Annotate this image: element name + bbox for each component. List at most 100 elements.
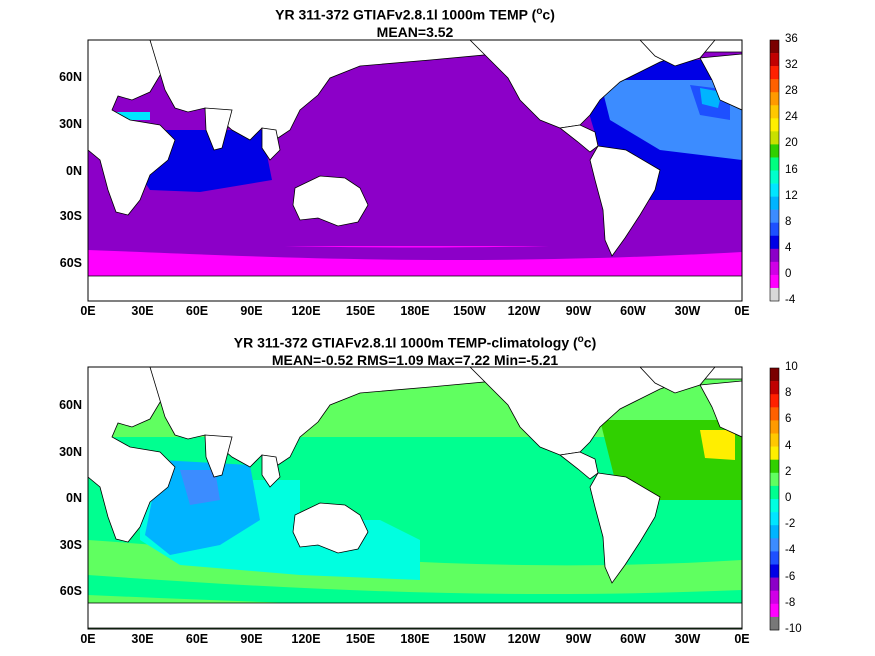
p2-colorbar-swatch (770, 616, 779, 631)
p2-colorbar-swatch (770, 446, 779, 460)
p2-colorbar-swatch (770, 368, 779, 382)
p1-xtick-2: 60E (185, 304, 209, 318)
p1-colorbar-swatch (770, 79, 779, 93)
p1-colorbar-label: 20 (785, 137, 798, 150)
p1-colorbar-label: 12 (785, 189, 798, 202)
p2-colorbar-swatch (770, 538, 779, 552)
p2-xtick-12: 0E (734, 632, 750, 646)
p1-ytick-60n: 60N (59, 70, 82, 84)
p2-colorbar-label: -2 (785, 518, 796, 531)
panel1-title: YR 311-372 GTIAFv2.8.1l 1000m TEMP (oc) … (275, 6, 555, 40)
p1-ytick-30n: 30N (59, 117, 82, 131)
panel1-colorbar (769, 39, 780, 302)
p1-colorbar-label: 24 (785, 111, 798, 124)
p1-ytick-60s: 60S (59, 256, 82, 270)
p2-colorbar-label: 8 (785, 387, 792, 400)
p1-colorbar-swatch (770, 92, 779, 106)
panel2-title: YR 311-372 GTIAFv2.8.1l 1000m TEMP-clima… (233, 334, 597, 368)
p1-ytick-30s: 30S (59, 209, 82, 223)
p2-xtick-7: 150W (453, 632, 486, 646)
p1-colorbar-label: -4 (785, 294, 796, 306)
p1-xtick-3: 90E (240, 304, 263, 318)
p2-colorbar-swatch (770, 459, 779, 474)
p2-ytick-60s: 60S (59, 584, 82, 598)
p1-xtick-11: 30W (674, 304, 701, 318)
p2-colorbar-swatch (770, 603, 779, 618)
p1-colorbar-label: 16 (785, 163, 798, 176)
p1-colorbar-swatch (770, 183, 779, 197)
p1-colorbar-swatch (770, 261, 779, 276)
p1-colorbar-swatch (770, 222, 779, 237)
p1-colorbar-swatch (770, 274, 779, 289)
p1-colorbar-swatch (770, 105, 779, 119)
p2-ytick-30s: 30S (59, 538, 82, 552)
p2-colorbar-swatch (770, 394, 779, 408)
p1-colorbar-label: 0 (785, 267, 792, 280)
p1-colorbar-swatch (770, 157, 779, 171)
p2-xtick-8: 120W (507, 632, 541, 646)
p2-colorbar-swatch (770, 420, 779, 434)
panel1-mean: MEAN=3.52 (376, 23, 454, 40)
panel2-frame (87, 366, 743, 630)
p2-colorbar-swatch (770, 590, 779, 605)
p2-colorbar-swatch (770, 485, 779, 500)
p2-colorbar-label: -6 (785, 570, 796, 583)
p2-colorbar-label: -10 (785, 623, 802, 635)
p2-colorbar-swatch (770, 564, 779, 578)
p2-colorbar-label: 10 (785, 361, 798, 373)
p2-xtick-9: 90W (565, 632, 592, 646)
p1-colorbar-swatch (770, 118, 779, 132)
p1-colorbar-label: 8 (785, 215, 792, 228)
p1-colorbar-swatch (770, 144, 779, 158)
p1-colorbar-swatch (770, 40, 779, 54)
p1-colorbar-swatch (770, 53, 779, 67)
p2-colorbar-swatch (770, 407, 779, 421)
p1-xtick-4: 120E (291, 304, 321, 318)
p1-colorbar-label: 36 (785, 33, 798, 45)
panel2-map (88, 367, 742, 629)
p2-xtick-0: 0E (80, 632, 96, 646)
p2-colorbar-swatch (770, 499, 779, 513)
p1-xtick-12: 0E (734, 304, 750, 318)
p2-xtick-3: 90E (240, 632, 263, 646)
p1-xtick-8: 120W (507, 304, 541, 318)
p1-colorbar-swatch (770, 196, 779, 210)
p2-xtick-1: 30E (131, 632, 154, 646)
panel1-frame (87, 39, 743, 302)
p2-colorbar-swatch (770, 433, 779, 447)
panel1-map (88, 40, 742, 301)
p1-xtick-7: 150W (453, 304, 486, 318)
p1-xtick-1: 30E (131, 304, 154, 318)
p1-colorbar-swatch (770, 248, 779, 263)
p1-colorbar-label: 4 (785, 241, 792, 254)
p1-colorbar-label: 28 (785, 85, 798, 98)
p1-colorbar-swatch (770, 209, 779, 223)
p1-ytick-0n: 0N (66, 164, 82, 178)
p2-ytick-30n: 30N (59, 445, 82, 459)
p1-xtick-5: 150E (345, 304, 376, 318)
p2-colorbar-label: 4 (785, 439, 792, 452)
panel2-stats: MEAN=-0.52 RMS=1.09 Max=7.22 Min=-5.21 (271, 351, 559, 368)
p2-xtick-10: 60W (620, 632, 646, 646)
p2-colorbar-label: -8 (785, 596, 796, 609)
p1-colorbar-swatch (770, 235, 779, 250)
p2-xtick-11: 30W (674, 632, 701, 646)
p2-ytick-0n: 0N (66, 491, 82, 505)
p2-colorbar-label: -4 (785, 544, 796, 557)
p1-xtick-0: 0E (80, 304, 96, 318)
p2-colorbar-label: 2 (785, 465, 792, 478)
p2-xtick-4: 120E (291, 632, 321, 646)
p1-colorbar-swatch (770, 66, 779, 80)
p1-colorbar-swatch (770, 170, 779, 184)
p2-colorbar-swatch (770, 551, 779, 565)
p2-colorbar-swatch (770, 525, 779, 539)
p2-colorbar-swatch (770, 381, 779, 395)
p1-colorbar-label: 32 (785, 59, 798, 72)
p2-xtick-2: 60E (185, 632, 209, 646)
p1-colorbar-swatch (770, 287, 779, 302)
p1-xtick-10: 60W (620, 304, 646, 318)
p1-xtick-6: 180E (400, 304, 430, 318)
p1-xtick-9: 90W (565, 304, 592, 318)
